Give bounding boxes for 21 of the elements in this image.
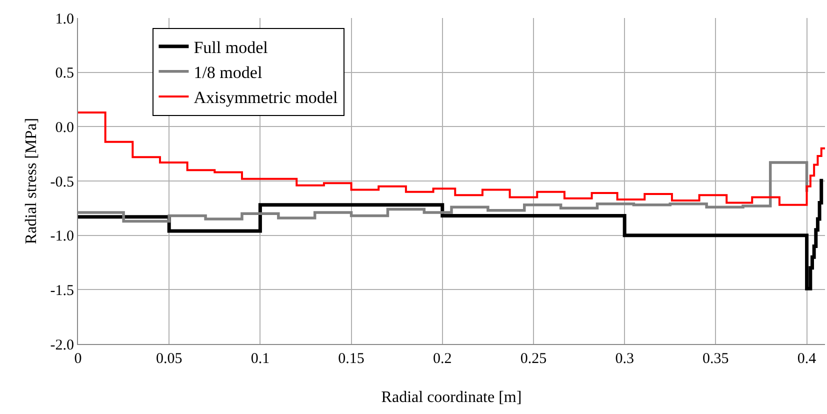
- x-tick-label: 0.25: [520, 351, 547, 367]
- x-tick-label: 0.15: [338, 351, 364, 367]
- y-tick-label: 0.0: [55, 120, 74, 136]
- y-axis-title: Radial stress [MPa]: [23, 118, 40, 244]
- x-tick-label: 0.1: [250, 351, 270, 367]
- legend-label: Full model: [194, 38, 268, 57]
- x-tick-label: 0.05: [156, 351, 182, 367]
- x-tick-label: 0.4: [797, 351, 817, 367]
- y-tick-label: 0.5: [55, 66, 74, 82]
- legend-label: Axisymmetric model: [194, 88, 338, 108]
- x-axis-title: Radial coordinate [m]: [381, 389, 522, 406]
- x-tick-label: 0.3: [615, 351, 634, 367]
- legend-label: 1/8 model: [194, 63, 262, 82]
- y-tick-label: -0.5: [50, 174, 74, 190]
- y-tick-label: -1.0: [50, 228, 74, 245]
- y-tick-label: 1.0: [55, 11, 74, 28]
- x-tick-label: 0.35: [702, 351, 729, 367]
- y-tick-label: -1.5: [50, 282, 74, 299]
- x-tick-label: 0: [74, 351, 82, 367]
- x-tick-label: 0.2: [433, 351, 452, 367]
- y-tick-label: -2.0: [50, 337, 74, 354]
